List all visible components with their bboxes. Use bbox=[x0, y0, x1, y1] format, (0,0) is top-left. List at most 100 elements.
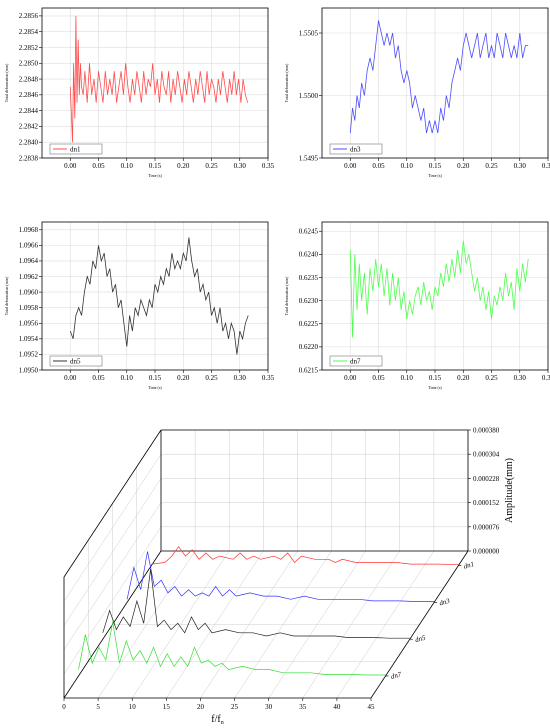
y-tick-label: 1.0956 bbox=[19, 320, 39, 328]
x-tick-label: 0.35 bbox=[542, 374, 550, 382]
x-tick-label: 40 bbox=[333, 703, 341, 711]
y-tick-label: 0.6220 bbox=[299, 343, 319, 351]
x-tick-label: 0.10 bbox=[401, 374, 414, 382]
z-tick-label: 0.000076 bbox=[473, 523, 500, 531]
x-tick-label: 45 bbox=[368, 703, 376, 711]
x-tick-label: 0.20 bbox=[457, 162, 470, 170]
legend-box bbox=[49, 355, 103, 367]
x-axis-label: Time (s) bbox=[148, 385, 162, 390]
y-tick-label: 2.2848 bbox=[19, 75, 39, 83]
y-tick-label: 1.0962 bbox=[19, 273, 39, 281]
x-tick-label: 0.15 bbox=[429, 374, 442, 382]
legend-box bbox=[329, 143, 383, 155]
y-tick-label: 2.2852 bbox=[19, 44, 39, 52]
x-tick-label: 0.00 bbox=[64, 162, 77, 170]
z-tick-label: 0.000000 bbox=[473, 548, 500, 556]
x-axis-label-subscript: n bbox=[221, 720, 224, 726]
series-line-dn5 bbox=[102, 569, 410, 639]
axis-box-edge bbox=[370, 550, 469, 699]
x-tick-label: 0.00 bbox=[64, 374, 77, 382]
series-line-dn5 bbox=[69, 237, 249, 355]
series-axis-label: dn1 bbox=[463, 560, 475, 570]
x-tick-label: 0.20 bbox=[177, 374, 190, 382]
y-tick-label: 0.6235 bbox=[299, 274, 319, 282]
x-tick-label: 35 bbox=[299, 703, 307, 711]
legend-box bbox=[329, 355, 383, 367]
x-tick-label: 20 bbox=[197, 703, 205, 711]
x-tick-label: 0.20 bbox=[177, 162, 190, 170]
x-tick-label: 0.10 bbox=[121, 374, 134, 382]
chart-panel-dn5: 0.00 0.05 0.10 0.15 0.20 0.25 0.30 0.35 1.0950 1.… bbox=[4, 221, 275, 390]
y-tick-label: 1.0960 bbox=[19, 288, 39, 296]
y-tick-label: 1.5495 bbox=[299, 154, 319, 162]
z-axis-label: Amplitude(mm) bbox=[504, 458, 515, 523]
x-tick-label: 0.15 bbox=[149, 162, 162, 170]
y-tick-label: 2.2840 bbox=[19, 139, 39, 147]
y-tick-label: 2.2854 bbox=[19, 28, 39, 36]
series-line-dn7 bbox=[78, 621, 386, 676]
x-tick-label: 0.00 bbox=[344, 162, 357, 170]
x-axis-label: Time (s) bbox=[148, 173, 162, 178]
legend-label: dn3 bbox=[350, 146, 361, 154]
z-tick-label: 0.000380 bbox=[473, 427, 500, 435]
legend-box bbox=[49, 143, 103, 155]
x-axis-label: f/fn bbox=[211, 714, 223, 726]
chart-panel-dn1: 0.00 0.05 0.10 0.15 0.20 0.25 0.30 0.35 2.2838 2.… bbox=[4, 7, 275, 178]
y-tick-label: 0.6240 bbox=[299, 251, 319, 259]
x-tick-label: 0.25 bbox=[205, 162, 218, 170]
series-axis-label: dn3 bbox=[438, 597, 451, 608]
chart-panel-dn7: 0.00 0.05 0.10 0.15 0.20 0.25 0.30 0.35 0.6215 0.… bbox=[284, 221, 550, 390]
y-tick-label: 0.6245 bbox=[299, 228, 319, 236]
x-tick-label: 0.15 bbox=[429, 162, 442, 170]
y-axis-label: Total deformation (mm) bbox=[4, 276, 9, 315]
y-tick-label: 1.0968 bbox=[19, 226, 39, 234]
y-tick-label: 2.2842 bbox=[19, 123, 39, 131]
x-tick-label: 0.00 bbox=[344, 374, 357, 382]
x-tick-label: 30 bbox=[265, 703, 273, 711]
y-tick-label: 1.0958 bbox=[19, 304, 39, 312]
y-tick-label: 1.0950 bbox=[19, 366, 39, 374]
z-tick-label: 0.000304 bbox=[473, 451, 500, 459]
x-tick-label: 0.35 bbox=[262, 374, 275, 382]
x-tick-label: 25 bbox=[231, 703, 239, 711]
x-tick-label: 0.35 bbox=[262, 162, 275, 170]
x-tick-label: 15 bbox=[163, 703, 171, 711]
legend-label: dn7 bbox=[350, 358, 361, 366]
legend-label: dn5 bbox=[70, 358, 81, 366]
series-line-dn1 bbox=[151, 545, 459, 566]
y-axis-label: Total deformation (mm) bbox=[284, 276, 289, 315]
x-tick-label: 0.30 bbox=[234, 162, 247, 170]
y-tick-label: 1.5500 bbox=[299, 92, 319, 100]
legend-label: dn1 bbox=[70, 146, 81, 154]
x-axis-label-main: f/f bbox=[211, 714, 221, 725]
y-tick-label: 0.6215 bbox=[299, 366, 319, 374]
x-tick-label: 0.05 bbox=[92, 374, 105, 382]
y-tick-label: 1.5505 bbox=[299, 29, 319, 37]
x-tick-label: 0.10 bbox=[121, 162, 134, 170]
y-tick-label: 1.0964 bbox=[19, 257, 39, 265]
series-line-dn7 bbox=[349, 240, 529, 338]
x-axis-label: Time (s) bbox=[428, 385, 442, 390]
x-tick-label: 0.35 bbox=[542, 162, 550, 170]
x-tick-label: 0.05 bbox=[372, 374, 385, 382]
x-tick-label: 0.25 bbox=[485, 374, 498, 382]
x-tick-label: 0.25 bbox=[205, 374, 218, 382]
y-tick-label: 2.2844 bbox=[19, 107, 39, 115]
series-axis-label: dn7 bbox=[390, 670, 403, 681]
x-tick-label: 0.10 bbox=[401, 162, 414, 170]
x-tick-label: 0.15 bbox=[149, 374, 162, 382]
chart-panel-dn3: 0.00 0.05 0.10 0.15 0.20 0.25 0.30 0.35 1.5495 1.… bbox=[284, 7, 550, 178]
series-axis-label: dn5 bbox=[414, 634, 427, 645]
y-tick-label: 1.0954 bbox=[19, 335, 39, 343]
chart-3d-waterfall: 0 5 10 15 20 25 30 35 40 45 f/fn 0.000000 0.000076 0.… bbox=[62, 427, 515, 727]
x-tick-label: 0.05 bbox=[92, 162, 105, 170]
x-tick-label: 0.30 bbox=[514, 374, 527, 382]
x-tick-label: 0.20 bbox=[457, 374, 470, 382]
y-axis-label: Total deformation (mm) bbox=[284, 63, 289, 102]
y-tick-label: 2.2838 bbox=[19, 154, 39, 162]
x-tick-label: 0.30 bbox=[514, 162, 527, 170]
y-tick-label: 1.0966 bbox=[19, 242, 39, 250]
y-tick-label: 1.0952 bbox=[19, 351, 39, 359]
x-tick-label: 0.30 bbox=[234, 374, 247, 382]
